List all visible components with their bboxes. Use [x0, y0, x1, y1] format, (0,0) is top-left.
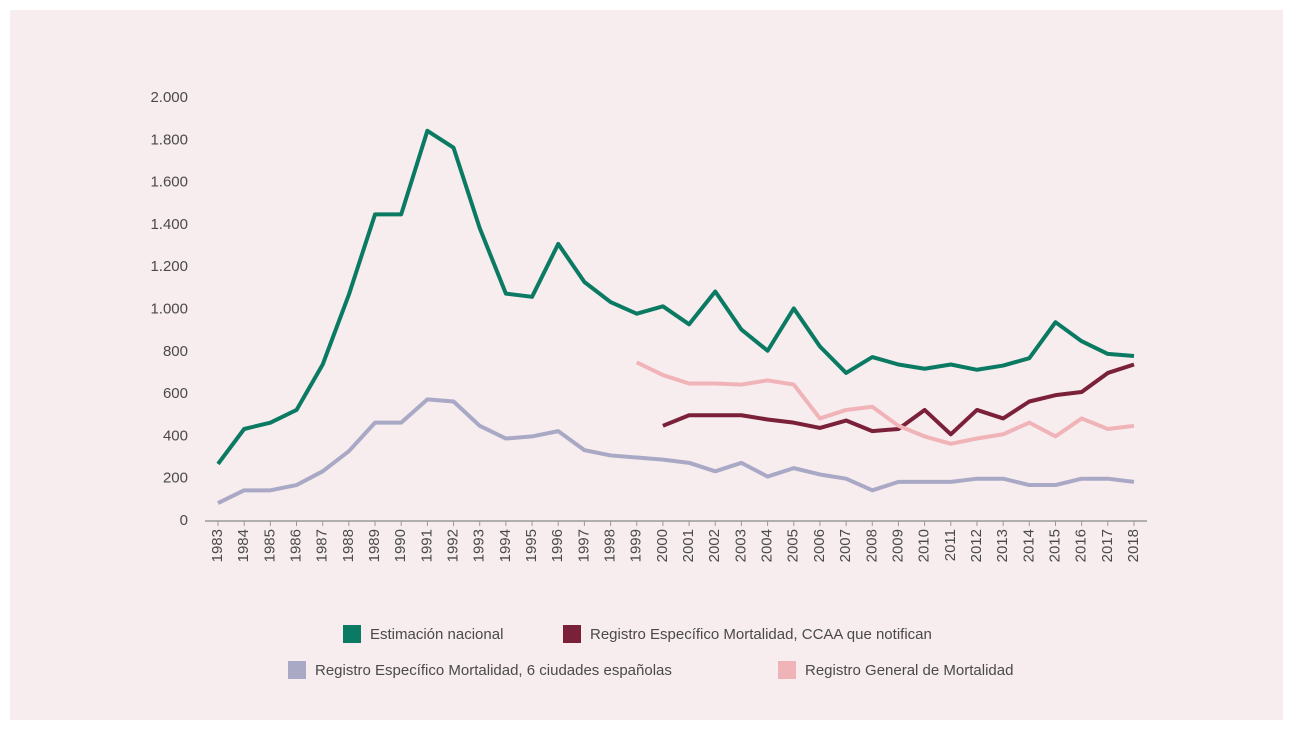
y-tick-label: 600 [163, 385, 188, 402]
series-line [635, 360, 1135, 446]
y-tick-label: 1.000 [150, 300, 188, 317]
y-tick-label: 800 [163, 343, 188, 360]
y-tick-label: 1.200 [150, 258, 188, 275]
x-tick-label: 2013 [994, 529, 1011, 562]
series-line [216, 128, 1135, 466]
x-tick-label: 1985 [261, 529, 278, 562]
x-tick-label: 1983 [209, 529, 226, 562]
series-line [662, 362, 1135, 437]
legend-swatch [563, 625, 581, 643]
x-tick-label: 2003 [732, 529, 749, 562]
x-tick-label: 2004 [759, 529, 776, 562]
x-tick-label: 2009 [889, 529, 906, 562]
y-tick-label: 200 [163, 470, 188, 487]
legend-label: Registro Específico Mortalidad, 6 ciudad… [315, 662, 672, 679]
x-tick-label: 1994 [497, 529, 514, 562]
y-tick-label: 1.800 [150, 131, 188, 148]
legend-swatch [288, 661, 306, 679]
x-tick-label: 2000 [654, 529, 671, 562]
legend-label: Registro Específico Mortalidad, CCAA que… [590, 626, 932, 643]
x-tick-label: 2008 [863, 529, 880, 562]
x-tick-label: 2012 [968, 529, 985, 562]
x-tick-label: 1995 [523, 529, 540, 562]
x-tick-label: 1996 [549, 529, 566, 562]
x-tick-label: 2011 [942, 529, 959, 561]
x-tick-label: 1997 [575, 529, 592, 562]
legend-swatch [343, 625, 361, 643]
x-tick-label: 2016 [1073, 529, 1090, 562]
x-tick-label: 2007 [837, 529, 854, 562]
x-tick-label: 1986 [287, 529, 304, 562]
y-tick-label: 2.000 [150, 89, 188, 106]
y-tick-label: 1.600 [150, 174, 188, 191]
x-tick-label: 2015 [1046, 529, 1063, 562]
x-tick-label: 2018 [1125, 529, 1142, 562]
x-tick-label: 1999 [628, 529, 645, 562]
x-tick-label: 2002 [706, 529, 723, 562]
x-tick-label: 2005 [785, 529, 802, 562]
x-tick-label: 1988 [340, 529, 357, 562]
y-tick-label: 0 [180, 512, 188, 529]
series-line [217, 397, 1135, 505]
legend-label: Estimación nacional [370, 626, 503, 643]
x-tick-label: 1991 [418, 529, 435, 562]
x-tick-label: 1993 [471, 529, 488, 562]
x-tick-label: 1990 [392, 529, 409, 562]
x-tick-label: 1987 [314, 529, 331, 562]
legend-label: Registro General de Mortalidad [805, 662, 1013, 679]
x-tick-label: 1984 [235, 529, 252, 562]
x-tick-label: 2006 [811, 529, 828, 562]
x-tick-label: 1998 [602, 529, 619, 562]
x-tick-label: 1989 [366, 529, 383, 562]
x-tick-label: 1992 [445, 529, 462, 562]
y-tick-label: 400 [163, 427, 188, 444]
y-tick-label: 1.400 [150, 216, 188, 233]
x-tick-label: 2010 [916, 529, 933, 562]
x-tick-label: 2014 [1020, 529, 1037, 562]
x-tick-label: 2001 [680, 529, 697, 562]
x-tick-label: 2017 [1099, 529, 1116, 562]
legend-swatch [778, 661, 796, 679]
